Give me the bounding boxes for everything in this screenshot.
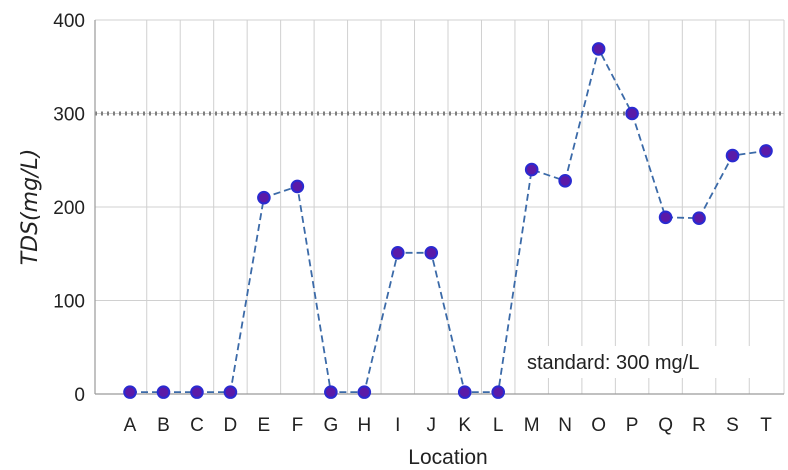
x-tick-label: F [292,415,304,436]
y-tick-label: 100 [53,292,85,313]
data-point [491,385,506,399]
data-point [257,190,271,205]
data-point [424,246,439,260]
x-tick-label: D [224,415,238,436]
y-axis-label: TDS(mg/L) [18,149,43,266]
standard-annotation: standard: 300 mg/L [527,352,699,374]
x-tick-label: N [558,415,572,436]
data-point [658,210,673,225]
x-tick-label: P [626,415,639,436]
x-tick-label: B [157,415,170,436]
data-point [190,385,204,399]
data-point [524,162,539,177]
y-tick-label: 200 [53,198,85,219]
x-tick-label: M [524,415,540,436]
x-tick-label: A [124,415,137,436]
x-axis-label: Location [408,446,487,469]
data-point [625,106,639,121]
data-point [123,385,137,399]
data-point [156,385,171,399]
axes [94,20,784,395]
x-tick-label: Q [658,415,673,436]
x-tick-label: H [357,415,371,436]
y-tick-label: 300 [53,105,85,126]
data-point [692,211,706,226]
x-tick-label: J [427,415,437,436]
y-tick-labels: 0 100 200 300 400 [53,11,85,406]
x-tick-label: R [692,415,706,436]
x-tick-label: K [458,415,471,436]
x-tick-label: L [493,415,504,436]
x-tick-label: S [726,415,739,436]
y-tick-label: 0 [74,385,85,406]
grid-lines [94,19,785,395]
data-point [759,144,773,158]
x-tick-label: T [760,415,772,436]
y-tick-label: 400 [53,11,85,32]
series-line [130,46,767,394]
data-point [223,385,238,399]
annotation-box [516,346,752,378]
data-point [357,385,372,399]
x-tick-label: C [190,415,204,436]
data-point [290,179,305,194]
x-tick-label: G [323,415,338,436]
data-point [725,148,740,163]
data-point [324,385,338,399]
data-point [390,246,405,260]
x-tick-label: E [258,415,271,436]
x-tick-label: I [395,415,400,436]
data-point [457,385,472,399]
data-points [123,42,773,399]
data-point [558,174,572,188]
data-point [591,42,606,56]
x-tick-label: O [591,415,606,436]
